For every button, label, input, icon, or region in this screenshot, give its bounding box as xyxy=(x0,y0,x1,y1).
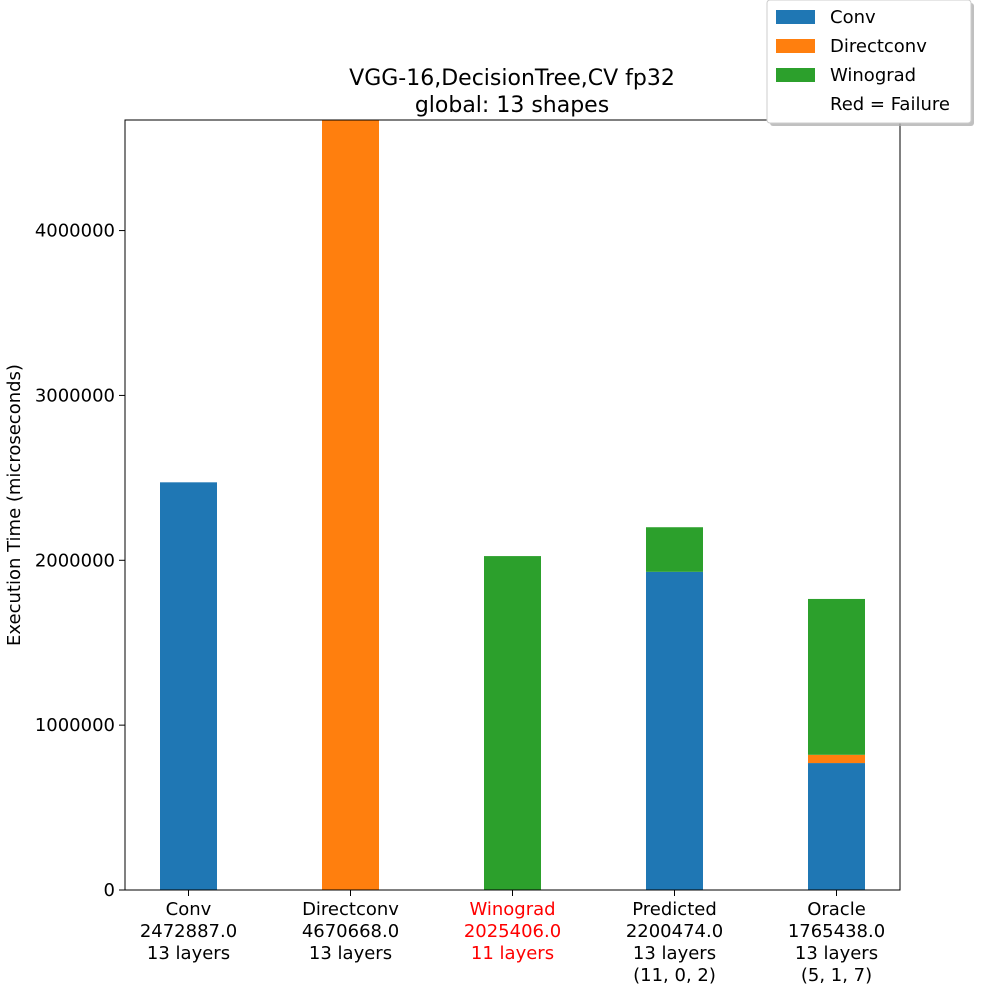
x-category-label: Predicted xyxy=(632,899,717,920)
x-category-label: 4670668.0 xyxy=(302,921,399,942)
x-category-label: 13 layers xyxy=(147,943,230,964)
legend-label: Conv xyxy=(830,7,876,28)
x-category-label: 13 layers xyxy=(633,943,716,964)
legend: Conv Directconv Winograd Red = Failure xyxy=(766,0,974,126)
x-category-label: Oracle xyxy=(807,899,866,920)
x-category-label: (11, 0, 2) xyxy=(633,965,716,986)
y-axis-label: Execution Time (microseconds) xyxy=(4,364,25,646)
x-category-label: 1765438.0 xyxy=(788,921,885,942)
chart-title-line2: global: 13 shapes xyxy=(415,93,609,118)
legend-label: Winograd xyxy=(830,65,916,86)
bar-directconv-1 xyxy=(322,120,379,890)
y-tick-label: 1000000 xyxy=(35,715,115,736)
bar-conv-3 xyxy=(646,571,703,890)
x-category-label: Winograd xyxy=(469,899,555,920)
x-category-label: (5, 1, 7) xyxy=(801,965,872,986)
x-category-label: Directconv xyxy=(302,899,399,920)
y-ticks-group: 0 1000000 2000000 3000000 4000000 xyxy=(35,221,125,901)
x-category-label: 2472887.0 xyxy=(140,921,237,942)
plot-frame xyxy=(124,119,901,891)
legend-label: Directconv xyxy=(830,36,927,57)
x-category-label: Conv xyxy=(166,899,212,920)
y-tick-label: 3000000 xyxy=(35,385,115,406)
legend-swatch-winograd xyxy=(776,68,815,82)
bar-winograd-3 xyxy=(646,527,703,572)
y-tick-label: 2000000 xyxy=(35,550,115,571)
chart-title-line1: VGG-16,DecisionTree,CV fp32 xyxy=(349,66,675,91)
x-category-label: 2200474.0 xyxy=(626,921,723,942)
legend-label: Red = Failure xyxy=(830,94,950,115)
legend-swatch-directconv xyxy=(776,39,815,53)
x-category-label: 13 layers xyxy=(795,943,878,964)
bar-directconv-4 xyxy=(808,754,865,764)
x-category-label: 13 layers xyxy=(309,943,392,964)
bars-group xyxy=(160,120,865,890)
y-tick-label: 4000000 xyxy=(35,221,115,242)
bar-conv-0 xyxy=(160,482,217,890)
legend-swatch-conv xyxy=(776,10,815,24)
y-tick-label: 0 xyxy=(104,880,115,901)
x-category-label: 11 layers xyxy=(471,943,554,964)
bar-winograd-4 xyxy=(808,598,865,755)
x-category-label: 2025406.0 xyxy=(464,921,561,942)
bar-conv-4 xyxy=(808,763,865,890)
bar-winograd-2 xyxy=(484,556,541,890)
legend-box xyxy=(766,0,972,124)
